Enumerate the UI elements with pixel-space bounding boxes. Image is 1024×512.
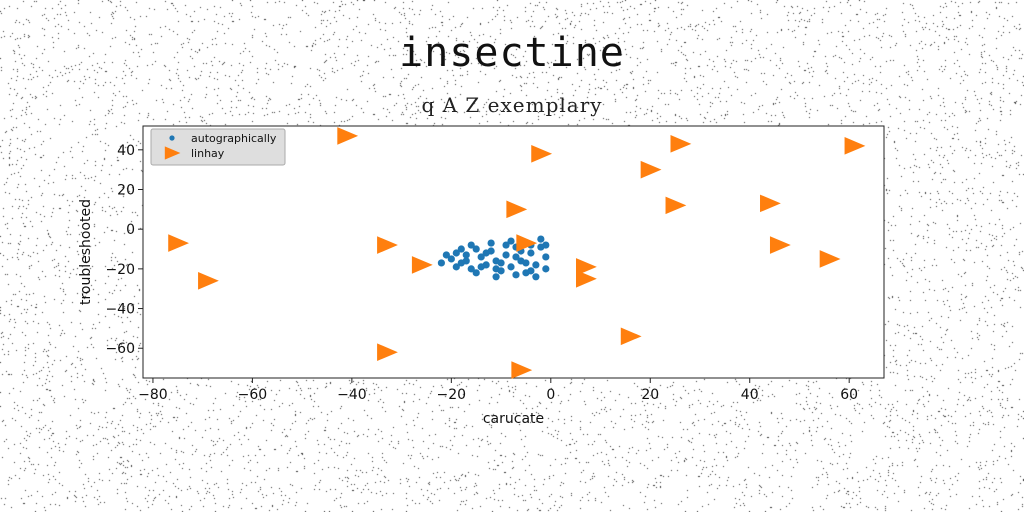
- legend: autographically linhay: [150, 128, 286, 166]
- legend-label: linhay: [191, 147, 225, 160]
- x-tick-label: −20: [437, 387, 467, 403]
- data-point: [437, 259, 445, 267]
- data-point: [522, 259, 530, 267]
- data-point: [507, 237, 515, 245]
- plot-area-frame: [142, 125, 885, 379]
- legend-label: autographically: [191, 132, 277, 145]
- data-point: [502, 241, 510, 249]
- x-tick-label: 20: [641, 387, 659, 403]
- chart-title: insectine: [399, 30, 625, 76]
- data-point: [472, 245, 480, 253]
- data-point: [512, 271, 520, 279]
- data-point: [198, 271, 219, 290]
- y-tick-label: −60: [105, 341, 135, 357]
- data-point: [576, 269, 597, 288]
- data-point: [502, 251, 510, 259]
- data-point: [462, 257, 470, 265]
- data-point: [769, 236, 791, 254]
- data-point: [492, 273, 500, 281]
- y-tick-label: −40: [105, 302, 135, 318]
- y-axis: −60 −40 −20 0 20 40: [105, 143, 143, 357]
- x-tick-label: −40: [337, 387, 367, 403]
- data-point: [532, 261, 540, 269]
- data-point: [477, 263, 485, 271]
- y-tick-label: 20: [117, 182, 135, 198]
- data-point: [337, 127, 359, 145]
- legend-box: [150, 128, 286, 166]
- data-point: [537, 235, 545, 243]
- data-point: [512, 253, 520, 261]
- series-linhay: [168, 127, 866, 379]
- data-point: [511, 361, 533, 379]
- data-point: [457, 245, 465, 253]
- data-point: [665, 196, 687, 215]
- data-point: [377, 343, 398, 362]
- data-point: [472, 269, 480, 277]
- y-tick-label: 0: [126, 222, 135, 238]
- data-point: [477, 253, 485, 261]
- y-tick-label: −20: [105, 262, 135, 278]
- legend-marker: [169, 135, 175, 141]
- data-point: [452, 249, 460, 257]
- x-tick-label: −80: [138, 387, 168, 403]
- data-point: [168, 234, 190, 252]
- data-point: [576, 258, 597, 276]
- series-layer: [168, 127, 866, 379]
- data-point: [542, 241, 550, 249]
- data-point: [467, 241, 475, 249]
- data-point: [447, 255, 455, 263]
- data-point: [452, 263, 460, 271]
- data-point: [531, 144, 553, 163]
- data-point: [377, 236, 398, 254]
- data-point: [507, 263, 515, 271]
- data-point: [497, 259, 505, 267]
- x-tick-label: 0: [546, 387, 555, 403]
- data-point: [542, 253, 550, 261]
- data-point: [442, 251, 450, 259]
- x-tick-label: −60: [238, 387, 268, 403]
- data-point: [532, 273, 540, 281]
- data-point: [620, 327, 642, 346]
- data-point: [542, 265, 550, 273]
- data-point: [844, 137, 866, 155]
- chart-subtitle: q A Z exemplary: [421, 93, 603, 117]
- x-axis-label: carucate: [483, 411, 544, 427]
- data-point: [527, 249, 535, 257]
- data-point: [819, 250, 841, 268]
- series-autographically: [437, 235, 550, 281]
- data-point: [487, 239, 495, 247]
- y-tick-label: 40: [117, 143, 135, 159]
- data-point: [506, 200, 528, 219]
- data-point: [640, 160, 662, 179]
- data-point: [670, 135, 692, 153]
- data-point: [516, 234, 538, 252]
- x-tick-label: 60: [840, 387, 858, 403]
- x-tick-label: 40: [741, 387, 759, 403]
- data-point: [411, 256, 433, 274]
- x-axis: −80 −60 −40 −20 0 20 40 60: [138, 378, 858, 403]
- data-point: [760, 194, 781, 213]
- legend-marker: [164, 146, 181, 160]
- data-point: [492, 265, 500, 273]
- data-point: [482, 249, 490, 257]
- data-point: [462, 251, 470, 259]
- data-point: [527, 267, 535, 275]
- data-point: [467, 265, 475, 273]
- y-axis-label: troubleshooted: [78, 199, 94, 305]
